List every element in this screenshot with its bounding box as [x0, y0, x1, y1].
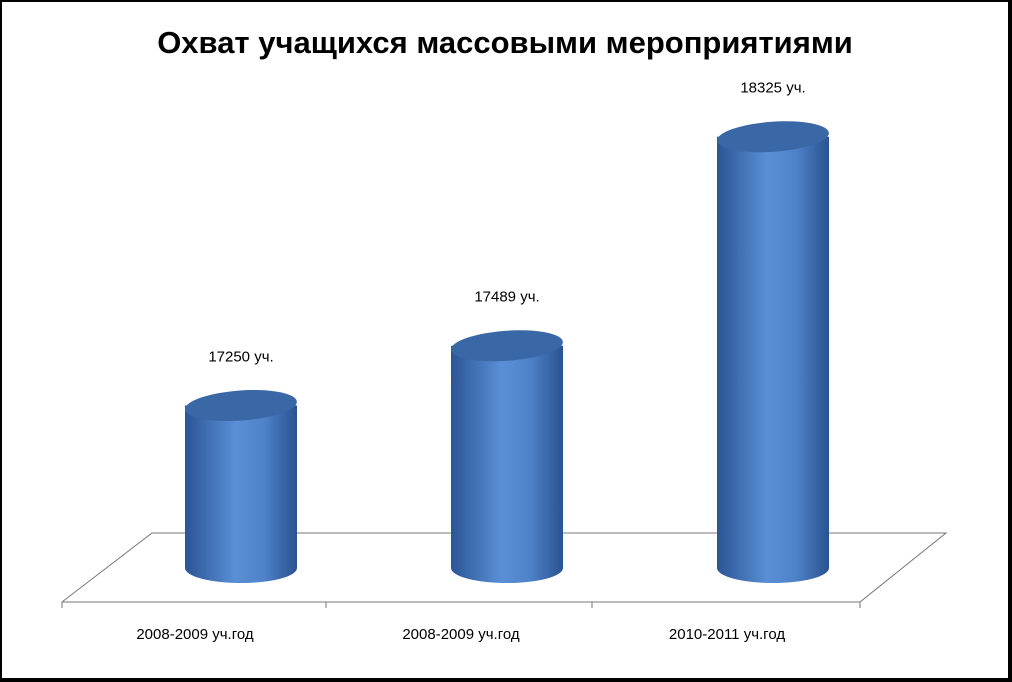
value-label: 17489 уч. [474, 289, 539, 306]
value-label: 17250 уч. [208, 348, 273, 365]
cylinder-top [185, 390, 297, 421]
chart-title: Охват учащихся массовыми мероприятиями [157, 25, 853, 60]
frame-shadow [1008, 0, 1012, 682]
cylinder-top [717, 121, 829, 153]
frame-shadow [0, 678, 1012, 682]
x-tick-label: 2008-2009 уч.год [136, 626, 254, 643]
cylinder-bar [185, 405, 297, 583]
x-tick-label: 2008-2009 уч.год [402, 626, 520, 643]
floor [61, 532, 948, 603]
x-tick-label: 2010-2011 уч.год [669, 626, 785, 643]
cylinder-bar [717, 136, 829, 583]
value-label: 18325 уч. [740, 80, 805, 97]
cylinder-bar [451, 345, 563, 583]
cylinder-top [451, 330, 563, 362]
